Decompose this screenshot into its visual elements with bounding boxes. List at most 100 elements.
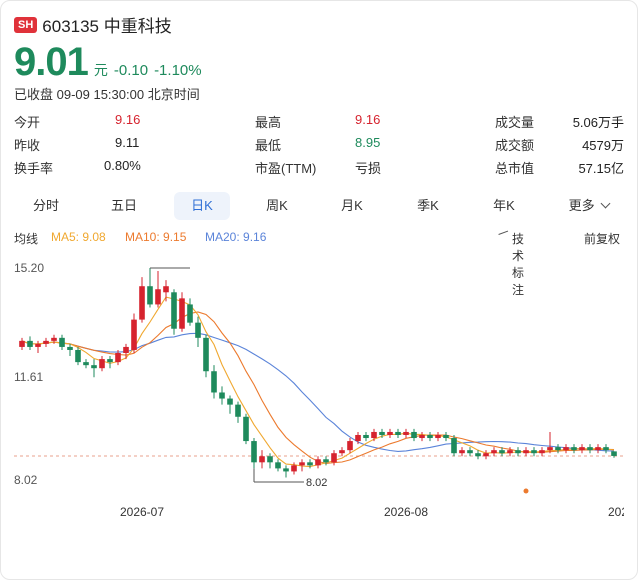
candle-body bbox=[235, 404, 241, 417]
candle-body bbox=[331, 453, 337, 463]
candle-body bbox=[187, 304, 193, 323]
stat-value: 4579万 bbox=[582, 138, 624, 153]
low-marker-label: 8.02 bbox=[306, 477, 327, 489]
candle-body bbox=[179, 298, 185, 329]
candle-body bbox=[355, 434, 361, 442]
candle-body bbox=[411, 431, 417, 439]
stat-label: 最低 bbox=[255, 138, 282, 153]
price-row: 9.01 元 -0.10 -1.10% bbox=[14, 40, 202, 85]
candle-body bbox=[443, 434, 449, 439]
price-change-pct: -1.10% bbox=[154, 62, 202, 79]
candle-body bbox=[67, 346, 73, 350]
candle-body bbox=[283, 468, 289, 472]
stats-row: 昨收 9.11 最低 8.95 成交额 4579万 bbox=[14, 135, 624, 158]
candle-body bbox=[155, 289, 161, 305]
market-badge: SH bbox=[14, 16, 38, 33]
candle-body bbox=[555, 447, 561, 451]
candle-body bbox=[595, 447, 601, 451]
candle-body bbox=[427, 434, 433, 439]
candle-body bbox=[211, 371, 217, 393]
stat-value: 9.16 bbox=[115, 112, 141, 127]
candle-body bbox=[451, 438, 457, 454]
candle-body bbox=[291, 465, 297, 472]
candle-body bbox=[499, 450, 505, 454]
candle-body bbox=[347, 441, 353, 451]
candle-body bbox=[91, 365, 97, 369]
candle-body bbox=[387, 431, 393, 435]
tab-yearly-k[interactable]: 年K bbox=[493, 198, 515, 213]
candle-body bbox=[243, 416, 249, 442]
stat-value: 8.95 bbox=[355, 135, 381, 150]
tab-weekly-k[interactable]: 周K bbox=[266, 198, 288, 213]
candle-body bbox=[83, 362, 89, 366]
stat-label: 最高 bbox=[255, 115, 282, 130]
candle-body bbox=[587, 447, 593, 451]
candle-body bbox=[491, 450, 497, 454]
stat-label: 成交额 bbox=[495, 138, 535, 153]
tab-five-day[interactable]: 五日 bbox=[110, 198, 137, 213]
adjust-button[interactable]: 前复权 bbox=[584, 232, 621, 246]
candle-body bbox=[275, 462, 281, 469]
ma20-value: MA20: 9.16 bbox=[205, 230, 267, 244]
candle-body bbox=[467, 450, 473, 454]
tab-more-label: 更多 bbox=[568, 198, 595, 213]
candle-body bbox=[611, 451, 617, 456]
stat-label: 成交量 bbox=[495, 115, 535, 130]
tab-more[interactable]: 更多 bbox=[558, 192, 620, 220]
candle-body bbox=[123, 346, 129, 354]
candle-body bbox=[403, 431, 409, 435]
candle-body bbox=[515, 450, 521, 454]
tab-quarterly-k[interactable]: 季K bbox=[417, 198, 439, 213]
ma-label: 均线 bbox=[14, 232, 39, 246]
candle-body bbox=[75, 349, 81, 363]
candle-body bbox=[435, 434, 441, 439]
y-tick-label: 15.20 bbox=[14, 261, 44, 275]
candle-body bbox=[267, 456, 273, 463]
stat-label: 市盈(TTM) bbox=[255, 161, 317, 176]
candle-body bbox=[195, 322, 201, 338]
stat-value: 9.11 bbox=[115, 135, 140, 150]
candle-body bbox=[203, 337, 209, 372]
candle-body bbox=[139, 286, 145, 320]
candle-body bbox=[171, 292, 177, 329]
event-dot bbox=[523, 488, 529, 494]
candle-body bbox=[51, 337, 57, 341]
ma20-line bbox=[21, 332, 615, 452]
tab-intraday[interactable]: 分时 bbox=[32, 198, 59, 213]
stat-value: 亏损 bbox=[355, 161, 382, 176]
candle-body bbox=[131, 319, 137, 350]
tech-annotation-button[interactable]: 技术标注 bbox=[498, 230, 524, 297]
stats-grid: 今开 9.16 最高 9.16 成交量 5.06万手 昨收 9.11 最低 8.… bbox=[14, 112, 624, 181]
ma5-value: MA5: 9.08 bbox=[51, 230, 106, 244]
candle-body bbox=[43, 340, 49, 344]
candle-body bbox=[579, 447, 585, 451]
stock-header: SH 603135 中重科技 bbox=[14, 12, 172, 37]
candle-body bbox=[563, 447, 569, 451]
candle-body bbox=[219, 392, 225, 399]
candle-body bbox=[603, 447, 609, 451]
candle-body bbox=[395, 431, 401, 435]
stats-row: 换手率 0.80% 市盈(TTM) 亏损 总市值 57.15亿 bbox=[14, 158, 624, 181]
current-price: 9.01 bbox=[14, 40, 89, 84]
ma10-line bbox=[21, 311, 615, 465]
candle-body bbox=[523, 450, 529, 454]
candle-body bbox=[379, 431, 385, 435]
tech-annotation-label: 技术标注 bbox=[512, 232, 525, 297]
price-change: -0.10 bbox=[113, 62, 149, 79]
stat-value: 5.06万手 bbox=[572, 115, 624, 130]
kline-chart[interactable]: 15.20 11.61 8.02 8.02 2026-07 2026-08 2026-09 bbox=[14, 254, 624, 524]
candle-body bbox=[571, 447, 577, 451]
stat-label: 总市值 bbox=[495, 161, 535, 176]
candle-body bbox=[419, 434, 425, 439]
candle-body bbox=[227, 398, 233, 405]
candle-body bbox=[27, 340, 33, 347]
market-status: 已收盘 09-09 15:30:00 北京时间 bbox=[14, 87, 200, 102]
stat-value: 9.16 bbox=[355, 112, 381, 127]
y-tick-label: 11.61 bbox=[14, 370, 43, 384]
tab-daily-k[interactable]: 日K bbox=[174, 192, 230, 220]
candle-body bbox=[307, 462, 313, 466]
price-unit: 元 bbox=[93, 62, 108, 78]
candle-body bbox=[59, 337, 65, 347]
y-tick-label: 8.02 bbox=[14, 473, 38, 487]
tab-monthly-k[interactable]: 月K bbox=[341, 198, 363, 213]
